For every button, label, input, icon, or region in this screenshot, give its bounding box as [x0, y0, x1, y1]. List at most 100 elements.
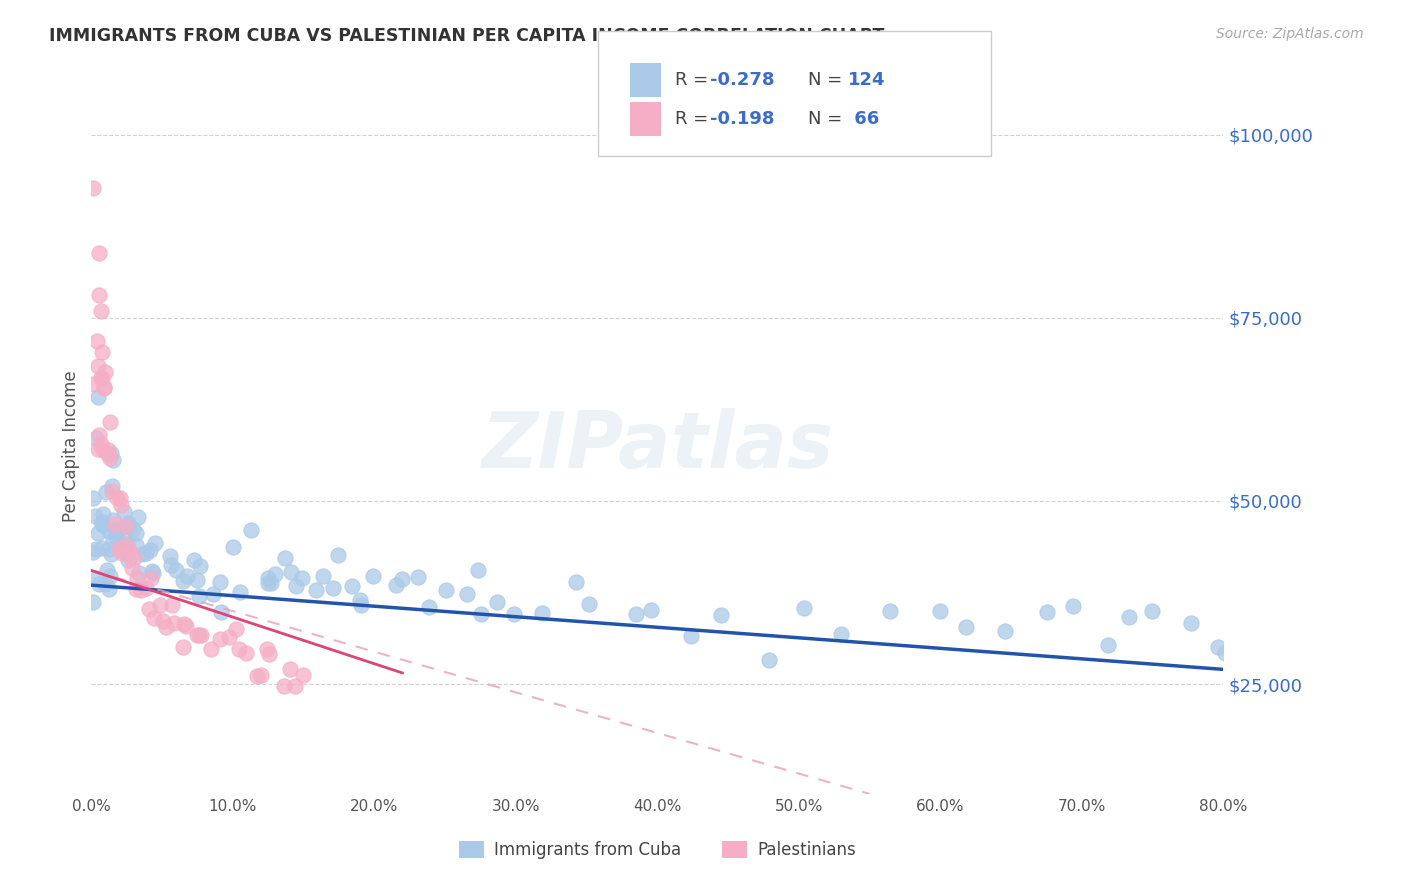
Point: [304, 582, 326, 597]
Point: [160, 558, 183, 572]
Point: [82, 181, 104, 195]
Point: [209, 574, 232, 589]
Point: [1097, 638, 1119, 652]
Point: [111, 546, 134, 560]
Point: [86, 334, 108, 349]
Point: [257, 575, 280, 590]
Point: [152, 614, 174, 628]
Point: [626, 607, 648, 621]
Point: [100, 445, 122, 459]
Point: [228, 642, 250, 657]
Point: [361, 569, 384, 583]
Point: [340, 579, 363, 593]
Point: [256, 571, 278, 585]
Point: [1118, 609, 1140, 624]
Point: [418, 599, 440, 614]
Point: [350, 599, 373, 613]
Point: [284, 679, 307, 693]
Point: [104, 525, 127, 540]
Point: [994, 624, 1017, 638]
Point: [202, 586, 225, 600]
Point: [1062, 599, 1084, 613]
Point: [565, 575, 588, 590]
Point: [183, 553, 205, 567]
Point: [122, 523, 145, 537]
Point: [91, 442, 114, 457]
Point: [82, 377, 104, 392]
Point: [456, 587, 478, 601]
Point: [135, 546, 157, 560]
Point: [311, 569, 333, 583]
Point: [163, 615, 186, 630]
Point: [485, 595, 508, 609]
Point: [160, 598, 183, 612]
Point: [434, 582, 457, 597]
Point: [246, 669, 269, 683]
Text: R =: R =: [675, 70, 714, 88]
Point: [101, 479, 124, 493]
Point: [87, 359, 110, 373]
Point: [125, 526, 148, 541]
Point: [172, 640, 194, 654]
Point: [1140, 604, 1163, 618]
Point: [1036, 605, 1059, 619]
Point: [94, 485, 117, 500]
Point: [131, 583, 153, 598]
Point: [93, 365, 115, 379]
Point: [406, 569, 429, 583]
Point: [391, 572, 413, 586]
Point: [138, 602, 160, 616]
Point: [139, 542, 162, 557]
Point: [322, 582, 344, 596]
Point: [131, 547, 153, 561]
Point: [250, 667, 273, 681]
Point: [259, 576, 281, 591]
Point: [101, 532, 124, 546]
Point: [101, 453, 124, 467]
Point: [91, 371, 114, 385]
Point: [263, 567, 285, 582]
Point: [114, 519, 136, 533]
Point: [97, 524, 120, 539]
Point: [225, 623, 247, 637]
Point: [108, 491, 131, 505]
Point: [121, 561, 143, 575]
Point: [211, 605, 233, 619]
Point: [125, 582, 148, 597]
Text: Source: ZipAtlas.com: Source: ZipAtlas.com: [1216, 27, 1364, 41]
Point: [172, 574, 194, 588]
Point: [112, 527, 135, 541]
Point: [93, 576, 115, 591]
Point: [112, 544, 135, 558]
Point: [141, 571, 163, 585]
Point: [155, 620, 177, 634]
Point: [285, 579, 308, 593]
Point: [143, 611, 166, 625]
Text: 124: 124: [848, 70, 886, 88]
Point: [84, 431, 107, 445]
Point: [188, 589, 211, 603]
Point: [141, 565, 163, 579]
Point: [681, 629, 703, 643]
Point: [125, 571, 148, 585]
Point: [124, 550, 146, 565]
Point: [793, 600, 815, 615]
Point: [91, 515, 114, 529]
Point: [470, 607, 492, 621]
Point: [103, 516, 125, 531]
Point: [830, 627, 852, 641]
Point: [502, 607, 524, 622]
Point: [105, 491, 128, 505]
Text: N =: N =: [808, 70, 848, 88]
Point: [114, 538, 136, 552]
Point: [84, 508, 107, 523]
Point: [108, 541, 131, 556]
Point: [280, 565, 302, 579]
Point: [93, 381, 115, 395]
Point: [273, 679, 295, 693]
Point: [328, 549, 350, 563]
Point: [117, 516, 139, 530]
Point: [145, 536, 167, 550]
Point: [710, 608, 733, 623]
Point: [87, 288, 110, 302]
